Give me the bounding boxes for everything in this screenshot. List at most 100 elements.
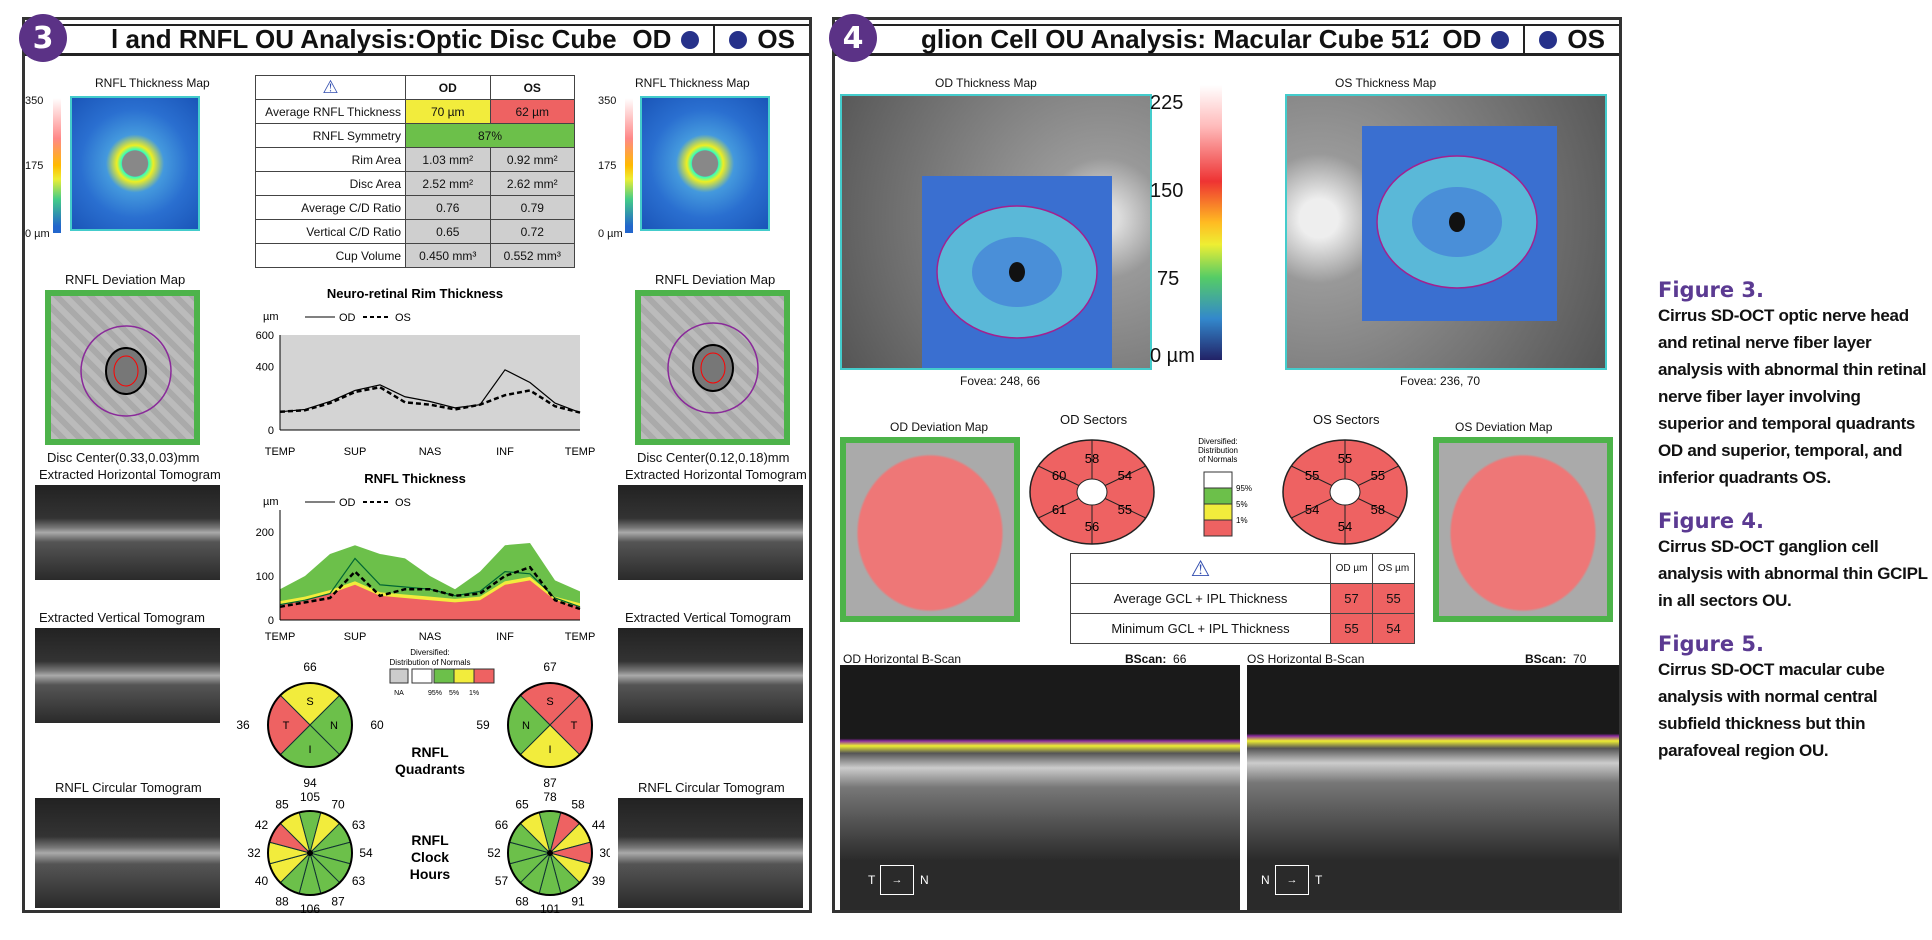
legend-title: Diversified: [410, 648, 450, 657]
clock-hour-value: 40 [255, 874, 269, 888]
os-label: OS [1567, 24, 1605, 54]
quadrant-letter: T [571, 720, 578, 732]
clock-outline [507, 810, 593, 896]
os-value: 55 [1372, 583, 1415, 614]
od-bscan-number: BScan: 66 [1125, 652, 1186, 666]
neuro-retinal-rim-chart: Neuro-retinal Rim Thickness µm OD OS 600 400 0… [256, 286, 595, 458]
bscan-label: BScan: [1525, 652, 1567, 666]
scale-mid: 175 [598, 160, 617, 172]
y-unit: µm [263, 496, 279, 508]
figure-captions: Figure 3. Cirrus SD-OCT optic nerve head … [1658, 260, 1928, 764]
scale-min: 0 µm [598, 228, 623, 240]
scale-225: 225 [1150, 92, 1184, 114]
sector-divider [1103, 465, 1146, 487]
row-label: Average GCL + IPL Thickness [1070, 583, 1331, 614]
od-vertical-tomogram [35, 628, 220, 723]
quadrant-value: 87 [543, 776, 557, 790]
sector-divider [1291, 497, 1334, 519]
orient-left: T [868, 873, 876, 887]
od-disc-center: Disc Center(0.33,0.03)mm [47, 450, 200, 465]
x-tick: NAS [419, 631, 442, 643]
x-tick: SUP [344, 631, 367, 643]
figure-4-badge: 4 [829, 14, 877, 62]
sector-divider [1038, 497, 1081, 519]
figure-3-header: l and RNFL OU Analysis:Optic Disc Cube 2… [25, 24, 809, 56]
row-label: RNFL Symmetry [255, 123, 406, 148]
quadrant-value: 59 [476, 718, 490, 732]
legend-od: OD [339, 497, 356, 509]
ganglion-sectors: 58 54 55 56 61 60 55 55 58 54 54 55 Diversified:Dist… [1029, 437, 1408, 545]
figure-4-header: glion Cell OU Analysis: Macular Cube 512… [835, 24, 1619, 56]
row-label: Cup Volume [255, 243, 406, 268]
legend-os: OS [395, 497, 411, 509]
legend-swatch [411, 668, 433, 684]
clock-hour-value: 101 [540, 902, 560, 915]
y-unit: µm [263, 311, 279, 323]
table-row: Average C/D Ratio 0.76 0.79 [255, 195, 575, 220]
sector-divider [1356, 497, 1399, 519]
legend-label: 5% [1236, 500, 1248, 509]
color-scale-bar [1200, 85, 1222, 360]
clock-hour-value: 57 [495, 874, 509, 888]
os-sectors-title: OS Sectors [1313, 412, 1380, 427]
normative-band-1% [280, 580, 580, 620]
x-tick: INF [496, 446, 514, 458]
os-rnfl-thickness-map [640, 96, 770, 231]
quadrant-value: 94 [303, 776, 317, 790]
os-ganglion-deviation-map [1433, 437, 1613, 622]
os-deviation-title: OS Deviation Map [1455, 420, 1553, 434]
clock-hour-value: 91 [571, 894, 585, 908]
scale-mid: 175 [25, 160, 44, 172]
clock-hour-value: 54 [359, 846, 373, 860]
y-tick: 400 [256, 362, 274, 374]
od-value: 2.52 mm² [405, 171, 491, 196]
clock-hour-value: 70 [331, 798, 345, 812]
quadrant-value: 36 [236, 718, 250, 732]
x-tick: TEMP [265, 446, 296, 458]
legend-title: of Normals [1199, 455, 1238, 464]
sector-value: 61 [1052, 502, 1066, 517]
figure-3-panel: l and RNFL OU Analysis:Optic Disc Cube 2… [19, 14, 812, 915]
os-vertical-tomogram [618, 628, 803, 723]
sector-value: 55 [1338, 451, 1352, 466]
legend-swatch [1203, 503, 1233, 521]
clock-hour-value: 87 [331, 894, 345, 908]
orient-right: N [920, 873, 929, 887]
od-ganglion-deviation-map [840, 437, 1020, 622]
chart-title: Neuro-retinal Rim Thickness [327, 286, 503, 301]
figure-3-title: l and RNFL OU Analysis:Optic Disc Cube 2… [111, 24, 618, 54]
clock-hour-value: 32 [247, 846, 261, 860]
quadrant-value: 60 [370, 718, 384, 732]
table-row: Average RNFL Thickness 70 µm 62 µm [255, 99, 575, 124]
clock-hour-value: 78 [543, 790, 557, 804]
legend-label: 5% [449, 690, 459, 697]
series-OD [279, 369, 581, 414]
legend-swatch [1203, 519, 1233, 537]
sector-value: 54 [1118, 468, 1132, 483]
os-value: 54 [1372, 613, 1415, 644]
quadrant-value: 66 [303, 660, 317, 674]
y-tick: 0 [268, 425, 274, 437]
os-deviation-title: RNFL Deviation Map [655, 272, 776, 287]
quadrant-letter: N [330, 720, 338, 732]
os-circular-tomogram [618, 798, 803, 908]
x-tick: TEMP [565, 631, 595, 643]
x-tick: INF [496, 631, 514, 643]
sector-value: 54 [1338, 519, 1352, 534]
x-tick: TEMP [565, 446, 595, 458]
clock-hours-label: Hours [410, 866, 451, 882]
warning-icon: ⚠ [1070, 553, 1331, 584]
sector-value: 60 [1052, 468, 1066, 483]
sector-divider [1291, 465, 1334, 487]
sector-value: 56 [1085, 519, 1099, 534]
series-OS [279, 385, 581, 414]
sector-divider [1356, 465, 1399, 487]
od-circular-tomogram [35, 798, 220, 908]
quadrant-letter: I [548, 744, 551, 756]
caption-3-title: Figure 3. [1658, 278, 1765, 302]
quadrant-value: 67 [543, 660, 557, 674]
legend-swatch [389, 668, 409, 684]
quadrant-outline [267, 682, 353, 768]
od-dot-icon [1491, 30, 1510, 49]
caption-3-text: Cirrus SD-OCT optic nerve head and retin… [1658, 306, 1927, 487]
